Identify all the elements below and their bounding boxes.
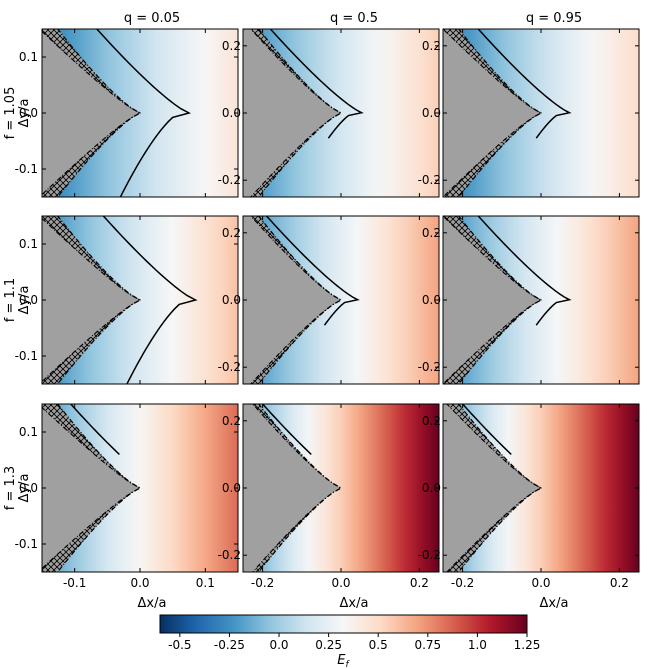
- x-axis-label-col2: Δx/a: [540, 596, 569, 611]
- colorbar-label: Ef: [337, 653, 350, 669]
- zero-contour: [269, 29, 364, 139]
- y-tick-label: -0.1: [15, 349, 38, 363]
- panel-r0-c1: 0.2 0.0 -0.2: [218, 28, 440, 198]
- y-tick-label: -0.2: [418, 360, 441, 374]
- zero-contour: [69, 404, 120, 455]
- x-tick-label: 0.0: [531, 576, 550, 590]
- y-tick-label: 0.2: [222, 414, 241, 428]
- colorbar-gradient: [159, 614, 528, 634]
- y-tick-label: 0.0: [422, 481, 441, 495]
- x-axis-label-col1: Δx/a: [340, 596, 369, 611]
- x-tick-label: -0.2: [451, 576, 474, 590]
- x-tick-label: 0.2: [610, 576, 629, 590]
- axis-ticks: 0.1 0.0 -0.1: [15, 216, 238, 384]
- x-tick-label: 0.2: [410, 576, 429, 590]
- y-tick-label: 0.2: [422, 226, 441, 240]
- y-tick-label: -0.2: [218, 360, 241, 374]
- colorbar-tick-label: 0.0: [269, 638, 288, 652]
- panel-grid: 0.10.0-0.10.20.0-0.20.20.0-0.20.10.0-0.1…: [15, 28, 640, 590]
- y-tick-label: 0.0: [222, 293, 241, 307]
- y-tick-label: -0.1: [15, 162, 38, 176]
- colorbar: -0.5 -0.25 0.0 0.25 0.5 0.75 1.0 1.25 Ef: [159, 614, 540, 669]
- y-tick-label: 0.0: [19, 106, 38, 120]
- panel-r1-c0: 0.1 0.0 -0.1: [15, 215, 239, 385]
- x-tick-label: 0.0: [130, 576, 149, 590]
- y-tick-label: 0.0: [222, 106, 241, 120]
- panel-r2-c1: 0.2 0.0 -0.2 -0.2 0.0 0.2: [218, 403, 440, 590]
- axis-ticks: 0.1 0.0 -0.1 -0.1 0.0 0.1: [15, 404, 238, 590]
- panel-r1-c2: 0.2 0.0 -0.2: [418, 215, 640, 385]
- row-label-f11: f = 1.1: [3, 278, 18, 322]
- axis-ticks: 0.2 0.0 -0.2 -0.2 0.0 0.2: [218, 404, 439, 590]
- y-tick-label: 0.0: [422, 293, 441, 307]
- axis-ticks: 0.2 0.0 -0.2: [418, 29, 639, 197]
- y-tick-label: 0.1: [19, 425, 38, 439]
- panel-r0-c2: 0.2 0.0 -0.2: [418, 28, 640, 198]
- colorbar-tick-label: 0.75: [414, 638, 441, 652]
- row-label-f13: f = 1.3: [3, 466, 18, 510]
- x-axis-labels: Δx/a Δx/a Δx/a: [138, 596, 569, 611]
- colorbar-tick-label: 0.5: [369, 638, 388, 652]
- axis-ticks: 0.1 0.0 -0.1: [15, 29, 238, 197]
- y-tick-label: -0.2: [418, 173, 441, 187]
- panel-r0-c0: 0.1 0.0 -0.1: [15, 28, 239, 198]
- zero-contour: [477, 29, 572, 139]
- y-tick-label: 0.1: [19, 50, 38, 64]
- colorbar-ticks: -0.5 -0.25 0.0 0.25 0.5 0.75 1.0 1.25: [168, 633, 540, 652]
- y-tick-label: -0.2: [218, 173, 241, 187]
- axis-ticks: 0.2 0.0 -0.2: [218, 29, 439, 197]
- row-labels: f = 1.05 f = 1.1 f = 1.3 Δy/a Δy/a Δy/a: [3, 87, 32, 511]
- column-titles: q = 0.05 q = 0.5 q = 0.95: [124, 11, 582, 26]
- column-title-q05: q = 0.5: [330, 11, 378, 26]
- y-tick-label: 0.1: [19, 237, 38, 251]
- y-axis-label-row0: Δy/a: [17, 99, 32, 128]
- y-axis-label-row1: Δy/a: [17, 286, 32, 315]
- y-tick-label: 0.2: [422, 414, 441, 428]
- y-tick-label: 0.0: [422, 106, 441, 120]
- zero-contour: [261, 404, 312, 455]
- y-tick-label: 0.2: [222, 226, 241, 240]
- y-tick-label: 0.0: [222, 481, 241, 495]
- y-tick-label: 0.2: [422, 39, 441, 53]
- x-tick-label: -0.2: [251, 576, 274, 590]
- x-tick-label: 0.1: [196, 576, 215, 590]
- axis-ticks: 0.2 0.0 -0.2 -0.2 0.0 0.2: [418, 404, 639, 590]
- colorbar-tick-label: 0.25: [315, 638, 342, 652]
- panel-r2-c0: 0.1 0.0 -0.1 -0.1 0.0 0.1: [15, 403, 239, 590]
- x-axis-label-col0: Δx/a: [138, 596, 167, 611]
- row-label-f105: f = 1.05: [3, 87, 18, 140]
- y-axis-label-row2: Δy/a: [17, 474, 32, 503]
- colorbar-tick-label: -0.25: [214, 638, 245, 652]
- axis-ticks: 0.2 0.0 -0.2: [418, 216, 639, 384]
- zero-contour: [95, 29, 192, 197]
- panel-r1-c1: 0.2 0.0 -0.2: [218, 215, 440, 385]
- colorbar-tick-label: -0.5: [168, 638, 191, 652]
- zero-contour: [265, 216, 360, 326]
- y-tick-label: 0.0: [19, 293, 38, 307]
- column-title-q095: q = 0.95: [526, 11, 582, 26]
- colorbar-tick-label: 1.0: [468, 638, 487, 652]
- zero-contour: [102, 216, 198, 384]
- y-tick-label: -0.2: [418, 548, 441, 562]
- y-tick-label: -0.2: [218, 548, 241, 562]
- axis-ticks: 0.2 0.0 -0.2: [218, 216, 439, 384]
- x-tick-label: -0.1: [63, 576, 86, 590]
- column-title-q005: q = 0.05: [124, 11, 180, 26]
- zero-contour: [461, 404, 512, 455]
- y-tick-label: 0.2: [222, 39, 241, 53]
- x-tick-label: 0.0: [331, 576, 350, 590]
- y-tick-label: 0.0: [19, 481, 38, 495]
- panel-r2-c2: 0.2 0.0 -0.2 -0.2 0.0 0.2: [418, 403, 640, 590]
- colorbar-tick-label: 1.25: [514, 638, 541, 652]
- y-tick-label: -0.1: [15, 537, 38, 551]
- zero-contour: [477, 216, 572, 326]
